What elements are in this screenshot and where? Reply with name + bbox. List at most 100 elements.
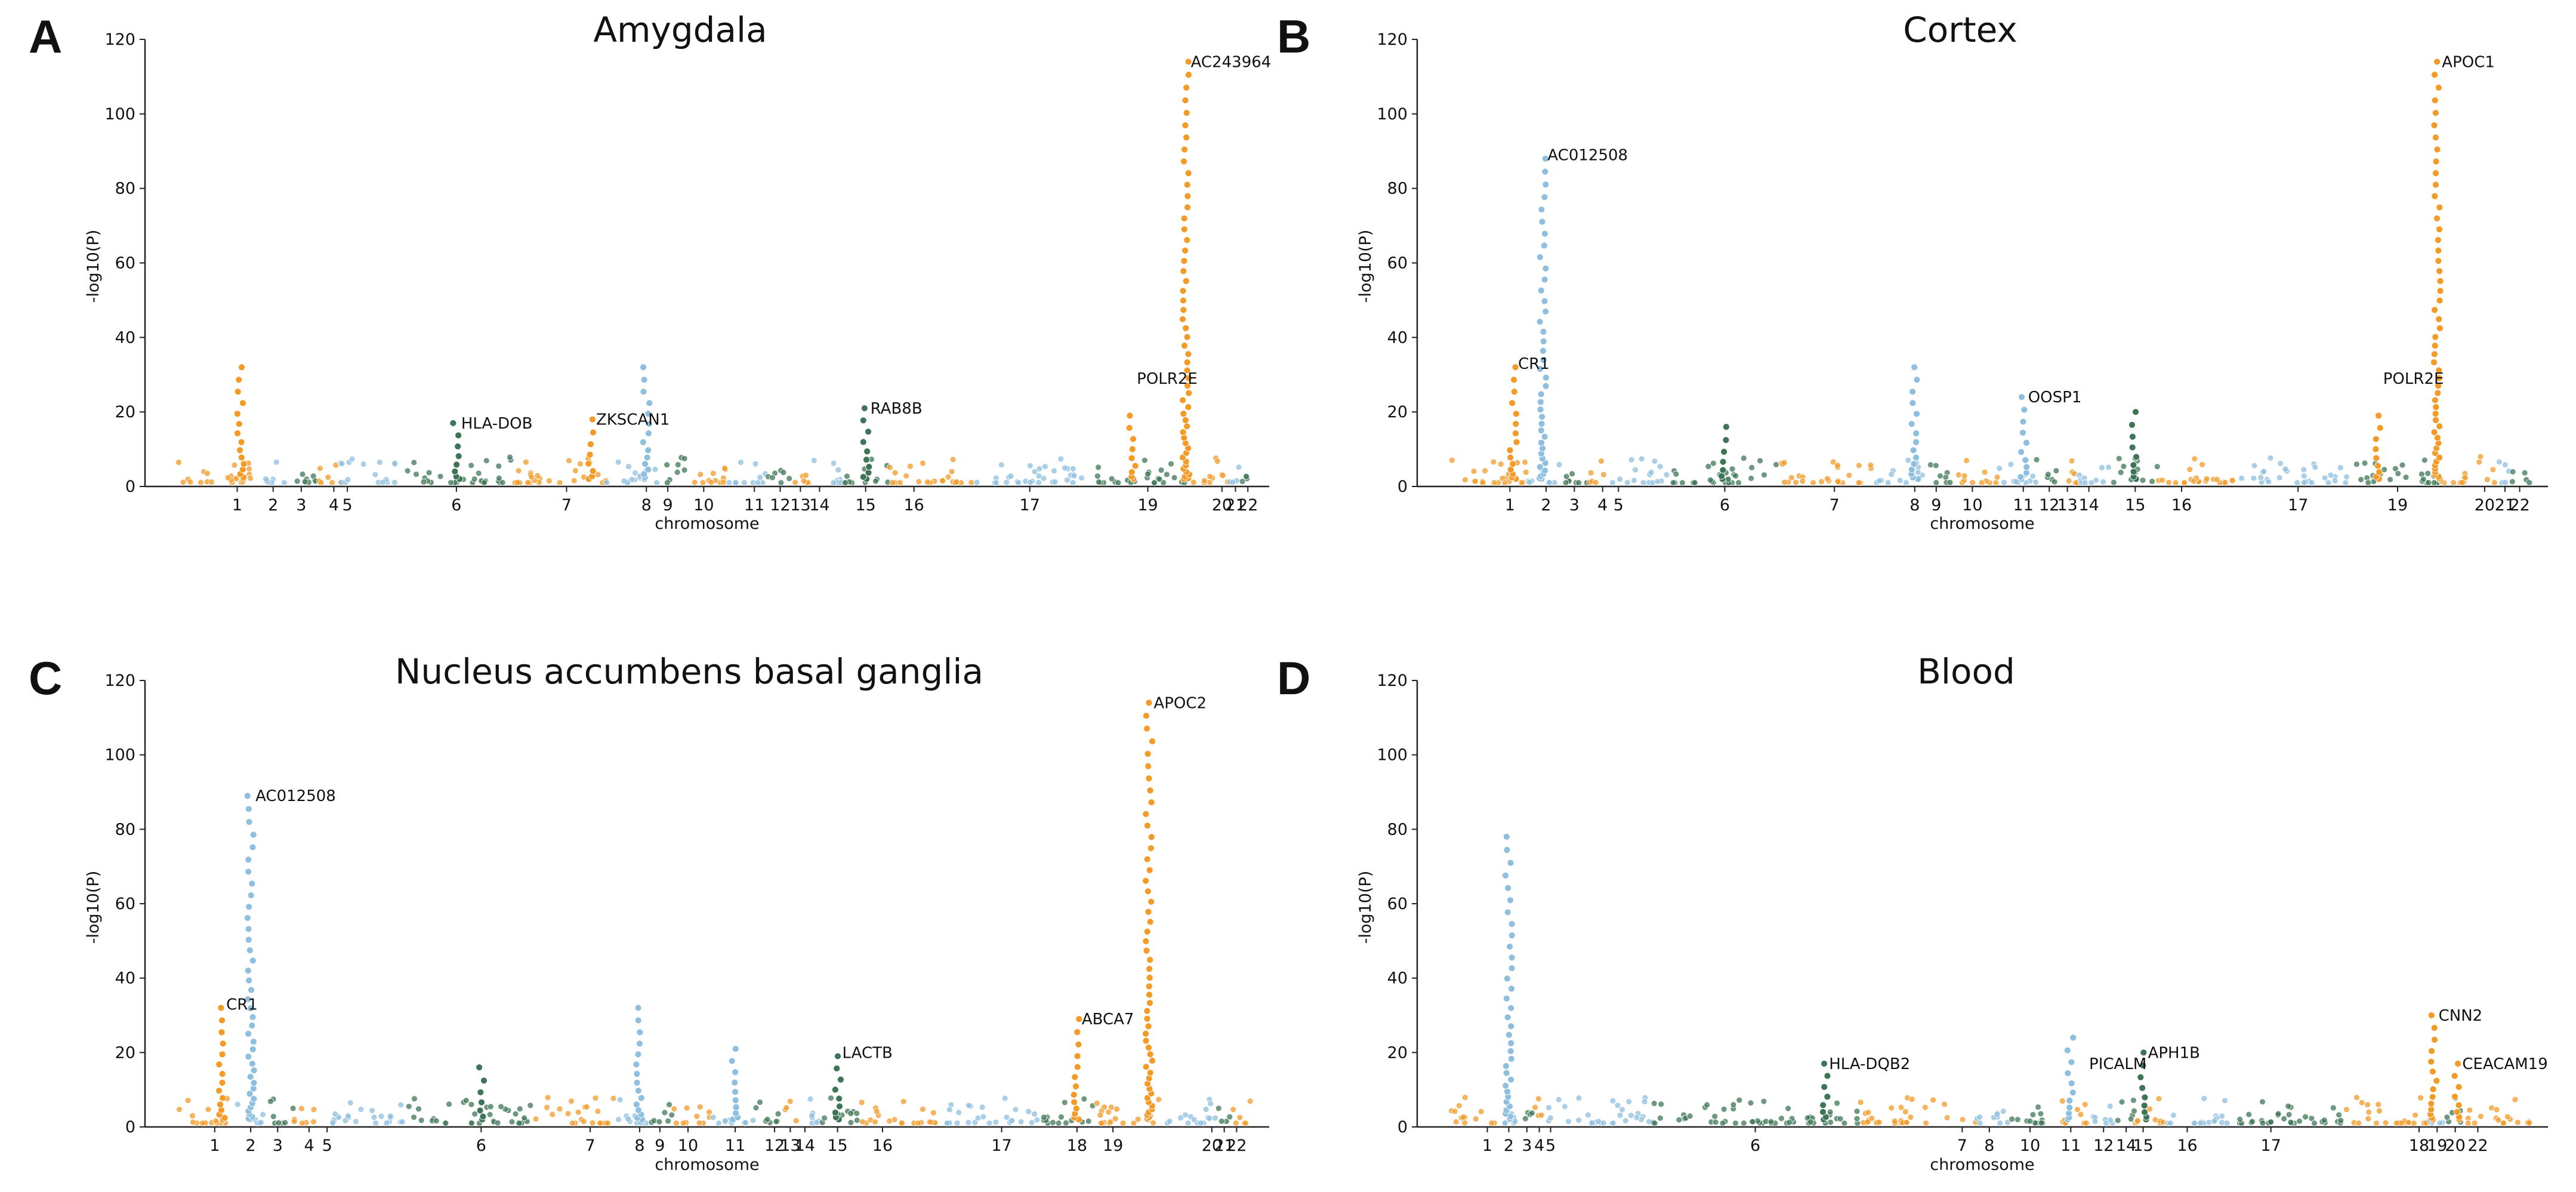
peak-point xyxy=(245,925,252,933)
snp-point xyxy=(1855,479,1862,486)
peak-point xyxy=(1536,463,1544,471)
snp-point xyxy=(1781,459,1788,466)
peak-point xyxy=(2430,429,2438,436)
snp-point xyxy=(1846,472,1853,479)
peak-point xyxy=(1507,454,1514,461)
peak-point xyxy=(1184,404,1192,411)
peak-point xyxy=(1502,1062,1510,1070)
peak-point xyxy=(1144,888,1152,895)
peak-point xyxy=(1541,467,1548,475)
snp-point xyxy=(1785,1105,1791,1112)
snp-point xyxy=(1656,463,1664,470)
chromosome-tick-label: 2 xyxy=(246,1136,256,1155)
snp-point xyxy=(1472,478,1479,485)
snp-point xyxy=(1933,479,1940,486)
snp-point xyxy=(1477,1108,1485,1115)
snp-point xyxy=(468,1120,475,1127)
snp-point xyxy=(471,1110,479,1117)
peak-point xyxy=(1541,276,1548,284)
snp-point xyxy=(2287,1119,2294,1126)
snp-point xyxy=(2222,479,2229,486)
peak-point xyxy=(2066,1096,2074,1104)
snp-point xyxy=(2115,455,2122,462)
snp-point xyxy=(2512,1096,2519,1103)
snp-point xyxy=(886,464,893,471)
y-tick-label: 120 xyxy=(1377,672,1408,690)
snp-point xyxy=(1891,1117,1898,1125)
snp-point xyxy=(2361,460,2368,467)
chromosome-tick-label: 4 xyxy=(1597,496,1608,515)
peak-point xyxy=(865,469,872,476)
chromosome-tick-label: 21 xyxy=(2495,496,2515,515)
snp-point xyxy=(575,1109,582,1116)
peak-point xyxy=(2435,84,2442,91)
snp-point xyxy=(568,1098,575,1105)
gene-annotation: APOC1 xyxy=(2442,53,2495,71)
peak-point xyxy=(2427,1012,2435,1019)
chromosome-tick-label: 22 xyxy=(2467,1136,2488,1155)
snp-point xyxy=(726,479,733,486)
snp-point xyxy=(189,1119,196,1126)
snp-point xyxy=(841,479,849,486)
snp-point xyxy=(1007,473,1014,480)
snp-point xyxy=(853,1117,860,1124)
chromosome-tick-label: 10 xyxy=(693,496,714,515)
peak-point xyxy=(634,1017,642,1024)
chromosome-tick-label: 6 xyxy=(476,1136,486,1155)
snp-point xyxy=(1757,457,1764,464)
peak-point xyxy=(640,470,648,478)
peak-point xyxy=(1502,871,1509,879)
snp-point xyxy=(2222,1097,2228,1104)
snp-point xyxy=(2477,453,2484,460)
peak-point xyxy=(453,461,461,469)
peak-point xyxy=(1542,374,1550,381)
snp-point xyxy=(1206,1115,1213,1122)
snp-point xyxy=(665,1117,672,1125)
peak-point xyxy=(2023,463,2031,471)
peak-point xyxy=(2020,406,2028,414)
snp-point xyxy=(175,459,182,466)
snp-point xyxy=(1707,476,1714,483)
peak-point xyxy=(1181,97,1189,104)
panel-letter: D xyxy=(1277,652,1310,704)
chromosome-tick-label: 8 xyxy=(1984,1136,1994,1155)
background-points xyxy=(175,454,1251,486)
snp-point xyxy=(1616,476,1624,483)
peak-point xyxy=(1143,928,1151,935)
snp-point xyxy=(603,479,610,486)
snp-point xyxy=(411,459,418,466)
snp-point xyxy=(1628,1112,1634,1119)
peak-point xyxy=(1541,193,1548,201)
snp-point xyxy=(2300,466,2307,473)
peak-point xyxy=(1507,897,1514,904)
peak-point xyxy=(1180,306,1187,314)
peak-point xyxy=(218,1051,226,1058)
background-points xyxy=(1448,1094,2533,1127)
snp-point xyxy=(1069,465,1076,472)
peak-point xyxy=(1143,1015,1151,1022)
peaks xyxy=(1506,58,2444,483)
chromosome-tick-label: 3 xyxy=(296,496,306,515)
peak-point xyxy=(2429,1085,2437,1093)
snp-point xyxy=(965,1102,972,1109)
snp-point xyxy=(1575,1095,1582,1101)
snp-point xyxy=(2325,479,2332,486)
snp-point xyxy=(263,475,269,482)
peak-point xyxy=(1540,338,1547,345)
peak-point xyxy=(2451,1093,2458,1101)
peak-point xyxy=(2432,134,2439,141)
snp-point xyxy=(1598,458,1605,464)
snp-point xyxy=(2100,478,2107,485)
peak-point xyxy=(1541,155,1549,162)
snp-point xyxy=(664,479,671,486)
snp-point xyxy=(2285,1102,2292,1110)
chromosome-tick-label: 6 xyxy=(451,496,461,515)
snp-point xyxy=(2038,1119,2045,1126)
snp-point xyxy=(1888,471,1895,478)
chromosome-tick-label: 4 xyxy=(329,496,339,515)
peak-point xyxy=(1147,845,1155,852)
snp-point xyxy=(2091,1118,2099,1125)
peak-point xyxy=(2018,393,2025,401)
peak-point xyxy=(247,892,255,899)
chromosome-tick-label: 14 xyxy=(809,496,829,515)
